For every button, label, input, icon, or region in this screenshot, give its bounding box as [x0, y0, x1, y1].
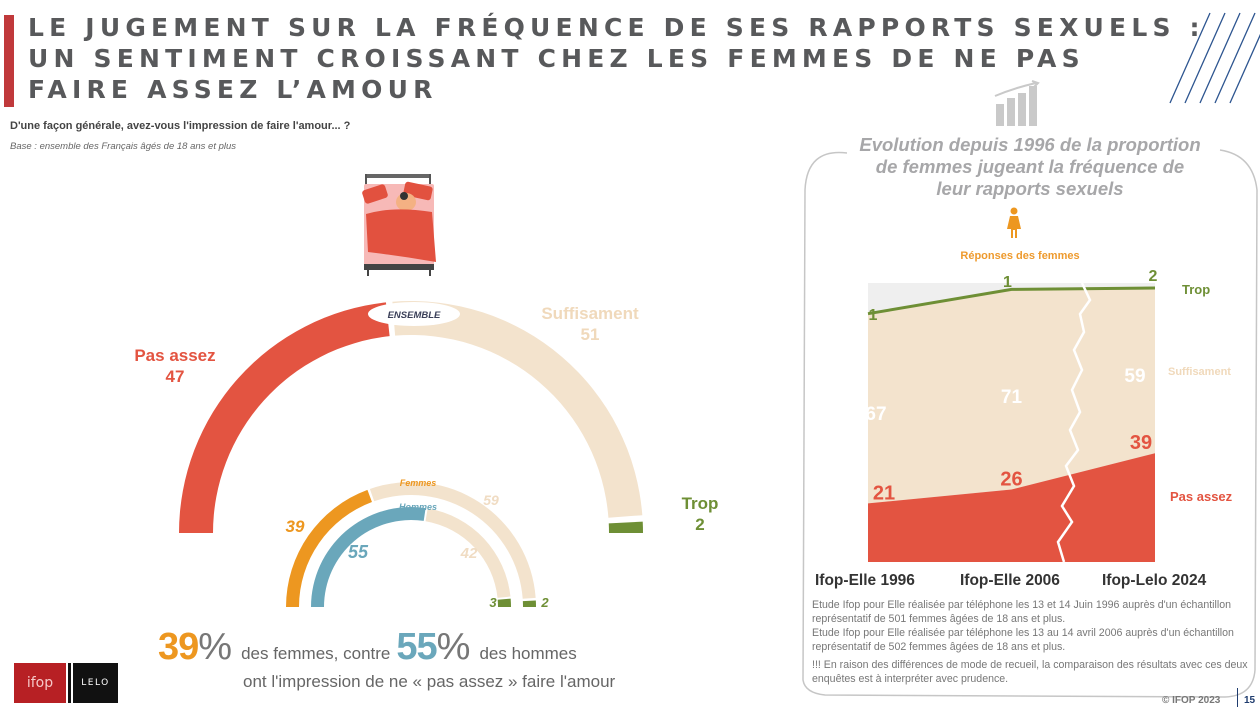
hommes-segment-trop	[497, 598, 511, 607]
pas-assez-value-2024: 39	[1130, 432, 1152, 454]
growth-chart-icon	[994, 80, 1040, 126]
trop-label: Trop	[681, 494, 719, 513]
percent-sign: %	[198, 626, 232, 668]
area-pas-assez	[868, 453, 1155, 562]
title-line-1: LE JUGEMENT SUR LA FRÉQUENCE DE SES RAPP…	[28, 13, 1205, 42]
femmes-segment-suffisament	[369, 481, 536, 599]
lelo-logo: LELO	[73, 663, 118, 703]
right-panel-frame	[802, 149, 1258, 698]
summary-text-1: des femmes, contre	[241, 644, 391, 663]
x-label-2024: Ifop-Lelo 2024	[1102, 572, 1207, 589]
ensemble-label: ENSEMBLE	[388, 310, 441, 321]
suffisament-label: Suffisament	[541, 304, 639, 323]
femmes-pas-assez-value: 39	[286, 517, 305, 536]
page-number: 15	[1244, 695, 1256, 706]
femmes-label: Femmes	[400, 478, 437, 488]
line-trop	[867, 286, 1156, 316]
legend-trop: Trop	[1182, 282, 1210, 297]
ensemble-segment-trop	[608, 521, 643, 533]
legend-suffisament: Suffisament	[1168, 366, 1231, 378]
trop-value: 2	[695, 515, 705, 534]
pas-assez-label: Pas assez	[134, 346, 216, 365]
note-1996: Etude Ifop pour Elle réalisée par téléph…	[812, 599, 1232, 625]
half-donut-charts: ENSEMBLE Femmes Hommes 39 59 2 55 42 3	[179, 301, 643, 610]
title-accent-bar	[4, 15, 14, 107]
ifop-logo: ifop	[14, 663, 66, 703]
donut-hommes	[311, 507, 511, 607]
legend-pas-assez: Pas assez	[1170, 489, 1233, 504]
logo-separator	[68, 663, 71, 703]
ensemble-label-bg	[368, 302, 460, 326]
summary-line-2: ont l'impression de ne « pas assez » fai…	[243, 672, 616, 691]
femmes-suffisament-value: 59	[483, 492, 499, 508]
donut-femmes	[286, 481, 536, 607]
evolution-title: Evolution depuis 1996 de la proportion d…	[840, 134, 1220, 200]
ensemble-segment-pas-assez	[179, 302, 390, 533]
responses-label: Réponses des femmes	[960, 250, 1080, 262]
copyright: © IFOP 2023	[1162, 695, 1221, 706]
note-2006: Etude Ifop pour Elle réalisée par téléph…	[812, 627, 1234, 653]
survey-base: Base : ensemble des Français âgés de 18 …	[10, 141, 237, 152]
suffisament-value-2024: 59	[1124, 366, 1145, 387]
percent-sign: %	[436, 626, 471, 668]
hommes-pas-assez-value: 55	[348, 542, 369, 562]
suffisament-legend: Suffisament 51	[520, 303, 660, 345]
footer-separator	[1237, 688, 1238, 707]
trop-value-2006: 1	[1003, 274, 1012, 291]
summary-text-2: des hommes	[479, 644, 577, 663]
evolution-title-line-1: Evolution depuis 1996 de la proportion	[859, 134, 1201, 155]
page-title: LE JUGEMENT SUR LA FRÉQUENCE DE SES RAPP…	[28, 12, 1205, 105]
evolution-title-line-2: de femmes jugeant la fréquence de	[875, 156, 1185, 177]
hommes-segment-suffisament	[425, 508, 511, 598]
x-label-2006: Ifop-Elle 2006	[960, 572, 1060, 589]
evolution-area-chart: 21 26 39 67 71 59 1 1 2 Trop Suffisament Pas ass…	[865, 268, 1233, 563]
bed-couple-illustration	[362, 174, 436, 276]
methodology-notes: Etude Ifop pour Elle réalisée par téléph…	[812, 598, 1252, 686]
summary-statement: 39 % des femmes, contre 55 % des hommes	[158, 626, 577, 669]
woman-icon	[1007, 207, 1021, 238]
survey-break-line	[1056, 282, 1092, 563]
hommes-label: Hommes	[399, 502, 437, 512]
hommes-pct: 55	[396, 626, 437, 668]
femmes-segment-trop	[522, 600, 536, 607]
area-suffisament	[868, 288, 1155, 504]
x-label-1996: Ifop-Elle 1996	[815, 572, 915, 589]
trop-value-2024: 2	[1149, 268, 1158, 285]
femmes-trop-value: 2	[540, 595, 549, 610]
suffisament-value-2006: 71	[1001, 387, 1023, 408]
hommes-trop-value: 3	[489, 595, 497, 610]
evolution-title-line-3: leur rapports sexuels	[936, 178, 1124, 199]
survey-question: D'une façon générale, avez-vous l'impres…	[10, 120, 351, 132]
hommes-suffisament-value: 42	[460, 545, 478, 562]
pas-assez-value-2006: 26	[1000, 468, 1022, 490]
trop-value-1996: 1	[869, 307, 878, 324]
pas-assez-value: 47	[165, 367, 185, 386]
femmes-pct: 39	[158, 626, 199, 668]
pas-assez-value-1996: 21	[873, 482, 895, 504]
decorative-stripes-icon	[1169, 12, 1260, 104]
pas-assez-legend: Pas assez 47	[110, 345, 240, 387]
title-line-3: FAIRE ASSEZ L’AMOUR	[28, 75, 438, 104]
femmes-segment-pas-assez	[286, 489, 372, 607]
hommes-segment-pas-assez	[311, 507, 426, 607]
note-caution: !!! En raison des différences de mode de…	[812, 659, 1248, 685]
suffisament-value-1996: 67	[865, 404, 886, 425]
title-line-2: UN SENTIMENT CROISSANT CHEZ LES FEMMES D…	[28, 44, 1085, 73]
suffisament-value: 51	[580, 325, 600, 344]
trop-legend: Trop 2	[660, 493, 740, 535]
